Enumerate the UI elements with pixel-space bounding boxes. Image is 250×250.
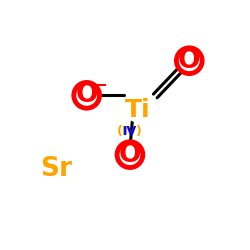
Text: Sr: Sr [40, 156, 72, 182]
Circle shape [74, 82, 100, 108]
Text: O: O [119, 142, 141, 168]
Text: (IV): (IV) [117, 125, 143, 138]
Text: O: O [178, 48, 201, 74]
Circle shape [117, 142, 143, 168]
Circle shape [176, 48, 202, 74]
Text: O: O [76, 82, 98, 108]
Circle shape [126, 98, 149, 122]
Text: Ti: Ti [124, 98, 150, 122]
Circle shape [44, 158, 67, 181]
Text: IV: IV [123, 125, 137, 138]
Text: −: − [93, 75, 107, 93]
